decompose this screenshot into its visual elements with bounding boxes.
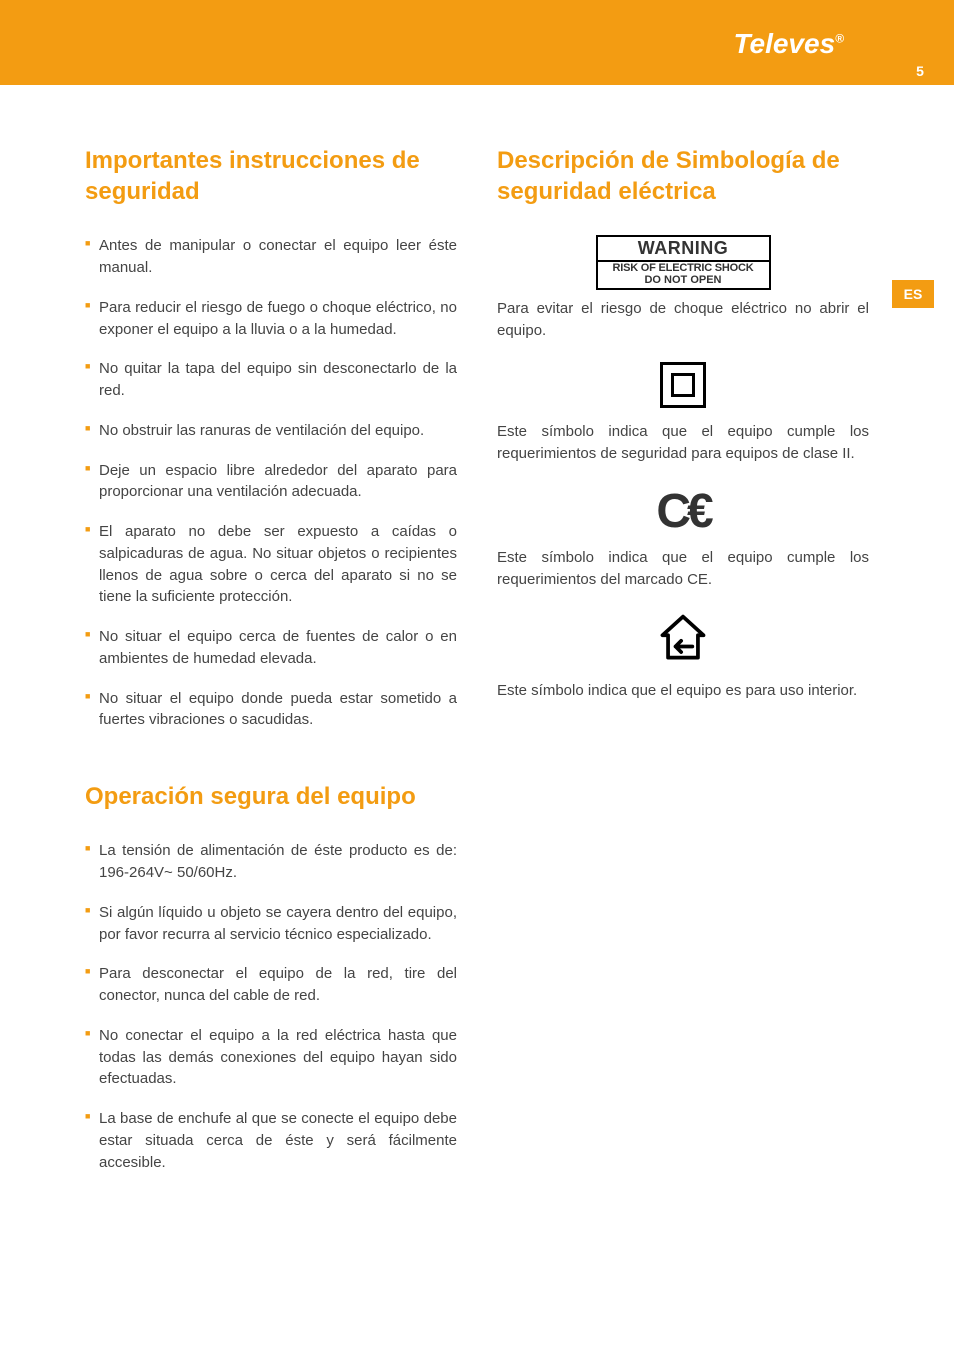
list-item: Antes de manipular o conectar el equipo … bbox=[85, 235, 457, 279]
page-content: Importantes instrucciones de seguridad A… bbox=[0, 85, 954, 1231]
class2-description: Este símbolo indica que el equipo cumple… bbox=[497, 421, 869, 465]
left-column: Importantes instrucciones de seguridad A… bbox=[85, 145, 457, 1191]
safety-instructions-list: Antes de manipular o conectar el equipo … bbox=[85, 235, 457, 731]
list-item: El aparato no debe ser expuesto a caídas… bbox=[85, 521, 457, 608]
warning-symbol: WARNING RISK OF ELECTRIC SHOCK DO NOT OP… bbox=[497, 235, 869, 290]
class2-symbol bbox=[497, 362, 869, 413]
list-item: Para reducir el riesgo de fuego o choque… bbox=[85, 297, 457, 341]
safety-instructions-title: Importantes instrucciones de seguridad bbox=[85, 145, 457, 207]
warning-line2: RISK OF ELECTRIC SHOCK bbox=[598, 262, 769, 274]
indoor-symbol bbox=[497, 611, 869, 672]
page-number: 5 bbox=[906, 60, 934, 82]
list-item: Si algún líquido u objeto se cayera dent… bbox=[85, 902, 457, 946]
list-item: La base de enchufe al que se conecte el … bbox=[85, 1108, 457, 1173]
list-item: No situar el equipo donde pueda estar so… bbox=[85, 688, 457, 732]
list-item: No conectar el equipo a la red eléctrica… bbox=[85, 1025, 457, 1090]
list-item: No obstruir las ranuras de ventilación d… bbox=[85, 420, 457, 442]
ce-symbol: C€ bbox=[497, 484, 869, 539]
symbology-title: Descripción de Simbología de seguridad e… bbox=[497, 145, 869, 207]
list-item: No quitar la tapa del equipo sin descone… bbox=[85, 358, 457, 402]
warning-line1: WARNING bbox=[598, 237, 769, 262]
header-bar: Televes® bbox=[0, 0, 954, 85]
safe-operation-list: La tensión de alimentación de éste produ… bbox=[85, 840, 457, 1173]
list-item: La tensión de alimentación de éste produ… bbox=[85, 840, 457, 884]
safe-operation-title: Operación segura del equipo bbox=[85, 781, 457, 812]
ce-mark-icon: C€ bbox=[656, 485, 709, 538]
ce-description: Este símbolo indica que el equipo cumple… bbox=[497, 547, 869, 591]
list-item: No situar el equipo cerca de fuentes de … bbox=[85, 626, 457, 670]
brand-logo: Televes® bbox=[733, 28, 844, 60]
warning-line3: DO NOT OPEN bbox=[598, 274, 769, 288]
list-item: Deje un espacio libre alrededor del apar… bbox=[85, 460, 457, 504]
list-item: Para desconectar el equipo de la red, ti… bbox=[85, 963, 457, 1007]
double-square-icon bbox=[660, 362, 706, 408]
right-column: Descripción de Simbología de seguridad e… bbox=[497, 145, 869, 1191]
warning-description: Para evitar el riesgo de choque eléctric… bbox=[497, 298, 869, 342]
language-tab: ES bbox=[892, 280, 934, 308]
house-arrow-icon bbox=[655, 611, 711, 667]
indoor-description: Este símbolo indica que el equipo es par… bbox=[497, 680, 869, 702]
